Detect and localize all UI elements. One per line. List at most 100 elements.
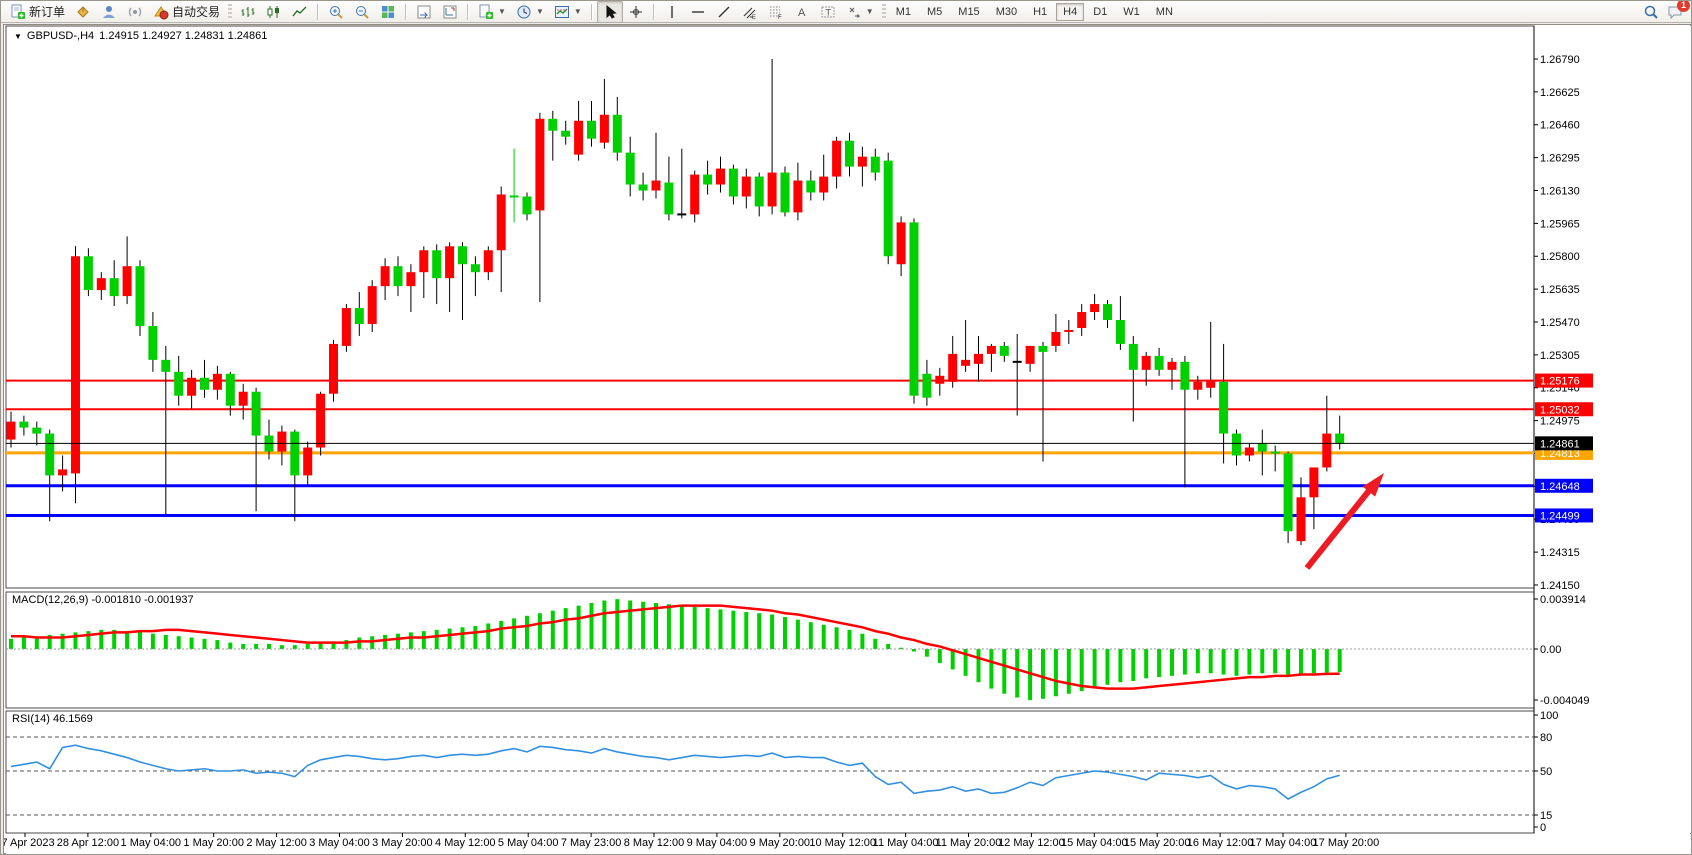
bucket-icon xyxy=(77,5,89,18)
crosshair-icon xyxy=(629,5,642,18)
crosshair-button[interactable] xyxy=(623,1,649,23)
svg-text:0.00: 0.00 xyxy=(1540,644,1561,656)
template-button[interactable]: ▼ xyxy=(549,1,587,23)
vertical-line-button[interactable] xyxy=(659,1,685,23)
signals-icon xyxy=(128,7,142,16)
ohlc-readout: 1.24915 1.24927 1.24831 1.24861 xyxy=(99,30,268,42)
text-label-button[interactable]: T xyxy=(815,1,841,23)
zoom-in-button[interactable] xyxy=(323,1,349,23)
bar-chart-button[interactable] xyxy=(235,1,261,23)
svg-text:1.25032: 1.25032 xyxy=(1540,404,1580,416)
toolbar-grip xyxy=(228,3,233,20)
chevron-down-icon: ▼ xyxy=(573,7,582,16)
template-icon xyxy=(554,5,569,18)
svg-text:1.25470: 1.25470 xyxy=(1540,317,1580,329)
chart-window: 1.26790 1.26625 1.26460 1.26295 1.26130 1.259… xyxy=(3,24,1691,854)
arrows-button[interactable]: ▼ xyxy=(841,1,879,23)
cursor-button[interactable] xyxy=(596,1,623,23)
svg-text:1.24813: 1.24813 xyxy=(1540,448,1580,460)
chart-canvas[interactable]: 1.26790 1.26625 1.26460 1.26295 1.26130 1.259… xyxy=(4,25,1692,855)
zoom-in-icon xyxy=(330,5,343,19)
horizontal-line-icon xyxy=(691,10,704,13)
svg-text:1.24499: 1.24499 xyxy=(1540,510,1580,522)
timeframe-w1[interactable]: W1 xyxy=(1123,5,1140,18)
line-chart-button[interactable] xyxy=(287,1,313,23)
zoom-out-icon xyxy=(356,5,369,19)
macd-signal-line xyxy=(11,604,1340,690)
rsi-axis: 100 80 50 150 xyxy=(1534,710,1558,834)
timeframe-d1[interactable]: D1 xyxy=(1093,5,1108,18)
svg-text:15 May 04:00: 15 May 04:00 xyxy=(1061,837,1128,849)
svg-text:1.26130: 1.26130 xyxy=(1540,185,1580,197)
svg-text:E: E xyxy=(752,15,756,20)
timeframe-bar: M1 M5 M15 M30 H1 H4 D1 W1 MN xyxy=(889,2,1180,21)
new-chart-button[interactable]: ▼ xyxy=(473,1,511,23)
svg-text:17 May 20:00: 17 May 20:00 xyxy=(1313,837,1380,849)
arrange-right-button[interactable] xyxy=(437,1,463,23)
chat-button[interactable]: 1 xyxy=(1667,1,1690,20)
publisher-button[interactable] xyxy=(96,1,122,23)
svg-text:3 May 20:00: 3 May 20:00 xyxy=(372,837,433,849)
tile-windows-icon xyxy=(382,5,395,18)
new-order-button[interactable]: 新订单 xyxy=(5,1,70,23)
candle-chart-button[interactable] xyxy=(261,1,287,23)
svg-text:15 May 20:00: 15 May 20:00 xyxy=(1124,837,1191,849)
svg-text:9 May 04:00: 9 May 04:00 xyxy=(687,837,748,849)
chevron-down-icon: ▼ xyxy=(498,7,506,16)
channel-button[interactable]: E xyxy=(737,1,763,23)
timeframe-m30[interactable]: M30 xyxy=(995,5,1018,18)
tile-windows-button[interactable] xyxy=(375,1,401,23)
macd-indicator-label: MACD(12,26,9) -0.001810 -0.001937 xyxy=(12,594,194,606)
svg-text:T: T xyxy=(825,7,831,17)
macd-axis: 0.003914 0.00 -0.004049 xyxy=(1534,594,1590,707)
svg-text:F: F xyxy=(778,15,782,20)
toolbar-grip xyxy=(881,3,886,20)
svg-text:1 May 20:00: 1 May 20:00 xyxy=(183,837,244,849)
toolbar-separator xyxy=(317,3,320,20)
svg-text:0: 0 xyxy=(1540,822,1546,834)
new-order-icon xyxy=(11,4,25,19)
svg-text:1.24975: 1.24975 xyxy=(1540,416,1580,428)
autotrade-button[interactable]: 自动交易 xyxy=(148,1,225,23)
svg-text:1.25965: 1.25965 xyxy=(1540,218,1580,230)
svg-text:1 May 04:00: 1 May 04:00 xyxy=(121,837,182,849)
signals-button[interactable] xyxy=(122,1,148,23)
timeframe-mn[interactable]: MN xyxy=(1155,5,1173,18)
fibonacci-icon: F xyxy=(769,6,782,20)
timeframe-m15[interactable]: M15 xyxy=(958,5,980,18)
svg-text:10 May 12:00: 10 May 12:00 xyxy=(809,837,876,849)
search-icon[interactable] xyxy=(1643,4,1659,20)
new-chart-icon xyxy=(479,4,494,19)
timeframe-m1[interactable]: M1 xyxy=(895,5,911,18)
price-badges: 1.25176 1.25032 1.24813 1.24648 1.24499 1.248… xyxy=(1535,373,1593,523)
svg-text:-0.004049: -0.004049 xyxy=(1540,695,1590,707)
period-button[interactable]: ▼ xyxy=(511,1,549,23)
annotation-arrow[interactable] xyxy=(1304,473,1384,570)
text-button[interactable]: A xyxy=(789,1,815,23)
svg-text:1.26460: 1.26460 xyxy=(1540,120,1580,132)
svg-text:1.25176: 1.25176 xyxy=(1540,376,1580,388)
trendline-icon xyxy=(718,6,730,17)
trendline-button[interactable] xyxy=(711,1,737,23)
bar-chart-icon xyxy=(241,6,255,17)
arrange-left-icon xyxy=(417,5,431,18)
horizontal-line-button[interactable] xyxy=(685,1,711,23)
bucket-button[interactable] xyxy=(70,1,96,23)
svg-text:9 May 20:00: 9 May 20:00 xyxy=(750,837,811,849)
symbol-collapse-icon[interactable]: ▼ xyxy=(14,31,22,41)
candle-chart-icon xyxy=(267,5,280,18)
timeframe-h4[interactable]: H4 xyxy=(1056,2,1085,21)
timeframe-h1[interactable]: H1 xyxy=(1033,5,1048,18)
fibonacci-button[interactable]: F xyxy=(763,1,789,23)
symbol-title[interactable]: ▼ GBPUSD-,H4 1.24915 1.24927 1.24831 1.2… xyxy=(14,30,267,42)
autotrade-icon xyxy=(154,5,169,19)
timeframe-m5[interactable]: M5 xyxy=(927,5,943,18)
price-level-lines[interactable] xyxy=(6,379,1534,517)
svg-text:16 May 12:00: 16 May 12:00 xyxy=(1187,837,1254,849)
toolbar: 新订单 自动交易 ▼ ▼ ▼ E F A T ▼ xyxy=(1,1,1691,23)
zoom-out-button[interactable] xyxy=(349,1,375,23)
arrange-left-button[interactable] xyxy=(411,1,437,23)
svg-text:1.25800: 1.25800 xyxy=(1540,251,1580,263)
svg-text:11 May 20:00: 11 May 20:00 xyxy=(936,837,1002,849)
svg-text:7 May 23:00: 7 May 23:00 xyxy=(561,837,622,849)
